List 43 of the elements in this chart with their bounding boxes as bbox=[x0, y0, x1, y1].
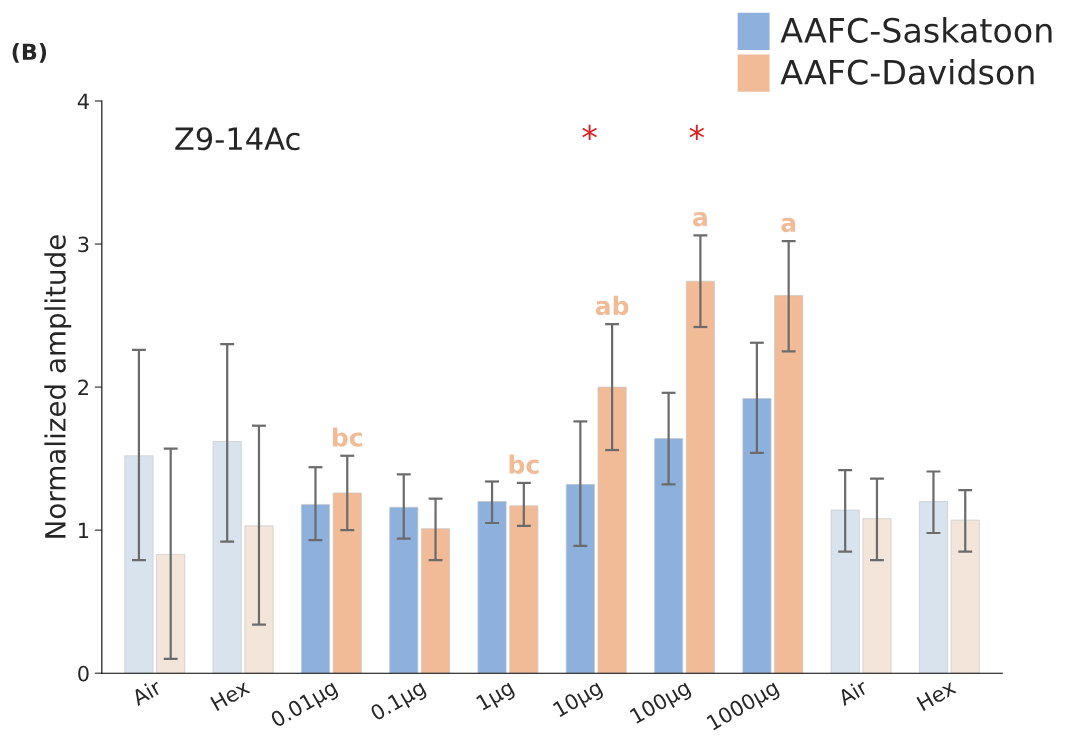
bar bbox=[477, 501, 507, 674]
y-tick-label: 4 bbox=[77, 93, 89, 109]
data-label: bc bbox=[509, 454, 539, 474]
bar bbox=[421, 528, 451, 674]
data-label: a bbox=[781, 217, 796, 233]
x-tick-label: 1µg bbox=[475, 679, 517, 715]
bar bbox=[244, 525, 274, 674]
data-label: bc bbox=[333, 427, 362, 447]
legend-label: AAFC-Davidson bbox=[780, 58, 1034, 85]
x-tick-label: 10µg bbox=[552, 679, 605, 721]
bar bbox=[509, 505, 539, 674]
y-tick-label: 3 bbox=[78, 236, 89, 253]
data-label: a bbox=[693, 212, 707, 227]
bar bbox=[156, 554, 186, 674]
bar bbox=[124, 455, 154, 674]
x-tick-label: Hex bbox=[210, 678, 251, 712]
bar bbox=[950, 519, 980, 674]
bar bbox=[742, 398, 772, 674]
bar bbox=[332, 492, 362, 674]
bar bbox=[918, 501, 948, 674]
y-tick-label: 0 bbox=[78, 665, 89, 682]
annotation: * bbox=[689, 124, 705, 141]
x-tick-label: Air bbox=[130, 678, 163, 706]
text: (B) bbox=[12, 42, 47, 63]
bar bbox=[301, 504, 330, 674]
y-tick-label: 2 bbox=[78, 379, 88, 396]
annotation: * bbox=[582, 124, 597, 141]
text: Z9-14Ac bbox=[175, 127, 300, 151]
bar bbox=[565, 484, 595, 674]
x-tick-label: Hex bbox=[916, 678, 957, 712]
bar bbox=[212, 441, 242, 674]
bar bbox=[862, 518, 892, 674]
bar bbox=[597, 386, 627, 674]
bar bbox=[685, 280, 715, 674]
bar bbox=[389, 506, 419, 674]
legend-label: AAFC-Saskatoon bbox=[780, 17, 1052, 43]
bar bbox=[654, 438, 684, 674]
bar bbox=[774, 295, 804, 674]
y-axis-title: Normalized amplitude bbox=[44, 235, 72, 538]
y-tick-label: 1 bbox=[79, 522, 89, 539]
data-label: ab bbox=[595, 295, 629, 316]
bar bbox=[830, 509, 860, 674]
x-tick-label: Air bbox=[836, 678, 869, 706]
